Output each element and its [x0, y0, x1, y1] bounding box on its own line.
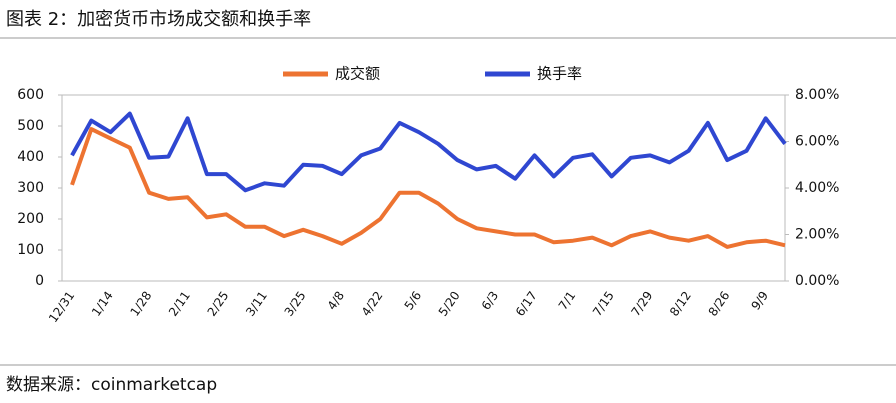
source: 数据来源：coinmarketcap	[6, 375, 217, 395]
x-tick-label: 5/20	[436, 289, 463, 319]
x-tick-label: 7/15	[590, 289, 617, 319]
y-tick-label: 500	[17, 118, 44, 134]
y2-tick-label: 2.00%	[795, 227, 839, 243]
y2-tick-label: 0.00%	[795, 273, 839, 289]
x-tick-label: 1/28	[127, 289, 154, 319]
x-tick-label: 2/11	[166, 289, 193, 319]
x-tick-label: 1/14	[89, 289, 116, 319]
chart-title: 图表 2：加密货币市场成交额和换手率	[6, 9, 311, 30]
x-tick-label: 4/22	[359, 289, 386, 319]
y2-tick-label: 6.00%	[795, 134, 839, 150]
series-line	[70, 111, 787, 193]
legend-label: 成交额	[335, 65, 380, 83]
x-tick-label: 8/26	[706, 289, 733, 319]
plot-frame	[61, 94, 786, 282]
x-tick-label: 12/31	[46, 289, 77, 325]
x-tick-label: 6/3	[479, 289, 502, 313]
x-tick-label: 6/17	[513, 289, 540, 319]
y-tick-label: 600	[17, 87, 44, 103]
x-tick-label: 5/6	[402, 289, 425, 313]
x-tick-label: 9/9	[749, 289, 772, 313]
y2-tick-label: 4.00%	[795, 180, 839, 196]
x-tick-label: 7/1	[556, 289, 579, 313]
y-tick-label: 200	[17, 211, 44, 227]
x-tick-label: 8/12	[667, 289, 694, 319]
x-tick-label: 3/11	[243, 289, 270, 319]
x-tick-label: 3/25	[282, 289, 309, 319]
x-tick-label: 2/25	[205, 289, 232, 319]
y2-tick-label: 8.00%	[795, 87, 839, 103]
x-tick-label: 4/8	[325, 289, 348, 313]
legend-label: 换手率	[537, 65, 582, 83]
x-tick-label: 7/29	[629, 289, 656, 319]
series-line	[70, 127, 786, 249]
y-tick-label: 100	[17, 242, 44, 258]
y-tick-label: 0	[35, 273, 44, 289]
y-tick-label: 300	[17, 180, 44, 196]
y-tick-label: 400	[17, 149, 44, 165]
